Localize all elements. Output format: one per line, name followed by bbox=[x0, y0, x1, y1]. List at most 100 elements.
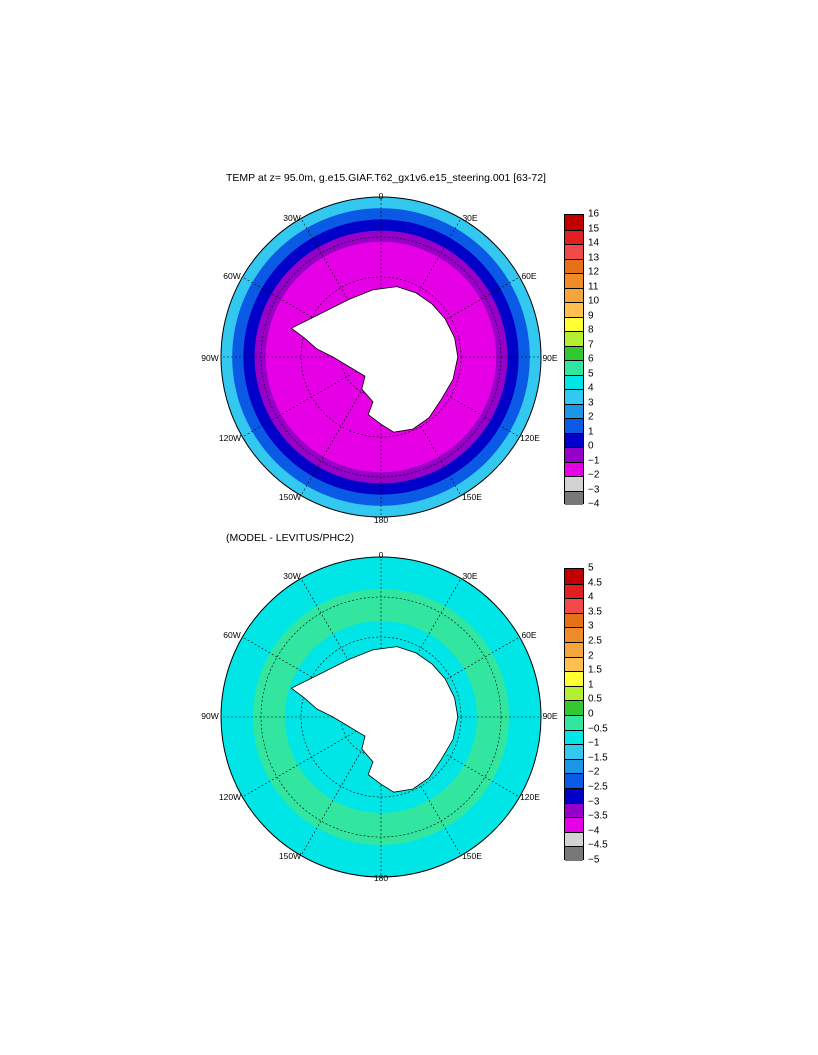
meridian-line bbox=[380, 716, 520, 798]
meridian-line bbox=[300, 578, 382, 718]
colorbar-cell bbox=[565, 490, 583, 505]
colorbar-tick-label: 4 bbox=[588, 382, 594, 394]
antarctica-landmass bbox=[290, 286, 459, 433]
colorbar-cell bbox=[565, 569, 583, 584]
panel1-lon-label-150e: 150E bbox=[462, 492, 482, 502]
colorbar-cell bbox=[565, 817, 583, 832]
colorbar-cell bbox=[565, 642, 583, 657]
panel1-lon-label-60w: 60W bbox=[223, 271, 241, 281]
panel2-polar-map bbox=[216, 552, 546, 882]
colorbar-cell bbox=[565, 389, 583, 404]
colorbar-cell bbox=[565, 671, 583, 686]
colorbar-cell bbox=[565, 244, 583, 259]
antarctica-landmass bbox=[290, 646, 459, 793]
panel1-lon-label-30w: 30W bbox=[283, 213, 301, 223]
panel2-lon-label-120e: 120E bbox=[520, 792, 540, 802]
meridian-line bbox=[380, 276, 520, 358]
map-border bbox=[220, 196, 542, 518]
colorbar-cell bbox=[565, 744, 583, 759]
colorbar-tick-label: 4.5 bbox=[588, 577, 602, 589]
colorbar-tick-label: −2 bbox=[588, 469, 600, 481]
panel1-lon-label-90e: 90E bbox=[542, 353, 558, 363]
colorbar-cell bbox=[565, 758, 583, 774]
colorbar-cell bbox=[565, 215, 583, 230]
colorbar-tick-label: 1 bbox=[588, 426, 594, 437]
panel1-lon-label-180: 180 bbox=[373, 515, 389, 525]
panel2-lon-label-60w: 60W bbox=[223, 630, 241, 640]
panel2-lon-label-60e: 60E bbox=[521, 630, 537, 640]
meridian-line bbox=[242, 356, 382, 438]
colorbar-tick-label: −2 bbox=[588, 766, 600, 778]
panel1-lon-label-120e: 120E bbox=[520, 433, 540, 443]
colorbar-cell bbox=[565, 273, 583, 288]
colorbar-tick-label: 5 bbox=[588, 368, 594, 379]
colorbar-tick-label: 2 bbox=[588, 650, 594, 662]
colorbar-tick-label: 12 bbox=[588, 266, 600, 278]
colorbar-tick-label: 8 bbox=[588, 324, 594, 336]
panel1-lon-label-60e: 60E bbox=[521, 271, 537, 281]
colorbar-cell bbox=[565, 403, 583, 418]
colorbar-tick-label: 1.5 bbox=[588, 664, 602, 676]
meridian-line bbox=[300, 356, 382, 496]
colorbar-tick-label: 7 bbox=[588, 339, 594, 350]
meridian-line bbox=[242, 716, 382, 798]
colorbar-cell bbox=[565, 685, 583, 701]
panel2-lon-label-150w: 150W bbox=[278, 851, 302, 861]
colorbar-tick-label: −0.5 bbox=[588, 723, 608, 735]
panel2-lon-label-90w: 90W bbox=[201, 711, 219, 721]
colorbar-tick-label: 10 bbox=[588, 295, 600, 307]
colorbar-cell bbox=[565, 846, 583, 861]
colorbar-cell bbox=[565, 229, 583, 244]
panel2-lon-label-0: 0 bbox=[378, 550, 384, 560]
colorbar-tick-label: −1 bbox=[588, 737, 600, 749]
colorbar-cell bbox=[565, 461, 583, 476]
colorbar-tick-label: 3 bbox=[588, 620, 594, 632]
colorbar-cell bbox=[565, 447, 583, 462]
colorbar-cell bbox=[565, 831, 583, 847]
colorbar-tick-label: 0 bbox=[588, 440, 594, 452]
colorbar-tick-label: 4 bbox=[588, 591, 594, 603]
colorbar-cell bbox=[565, 612, 583, 628]
colorbar-cell bbox=[565, 316, 583, 331]
colorbar-tick-label: 15 bbox=[588, 223, 600, 234]
meridian-line bbox=[380, 636, 520, 718]
colorbar-tick-label: −2.5 bbox=[588, 781, 608, 793]
colorbar-cell bbox=[565, 627, 583, 642]
panel2-lon-label-30w: 30W bbox=[283, 571, 301, 581]
meridian-line bbox=[380, 356, 520, 438]
colorbar-tick-label: 5 bbox=[588, 562, 594, 574]
colorbar-cell bbox=[565, 302, 583, 317]
colorbar-tick-label: 11 bbox=[588, 281, 599, 292]
meridian-line bbox=[380, 716, 462, 856]
meridian-line bbox=[242, 276, 382, 358]
colorbar-cell bbox=[565, 258, 583, 273]
colorbar-tick-label: 3 bbox=[588, 397, 594, 408]
colorbar-tick-label: 13 bbox=[588, 252, 600, 263]
colorbar-tick-label: −3 bbox=[588, 796, 600, 808]
colorbar-tick-label: 0 bbox=[588, 708, 594, 720]
colorbar-cell bbox=[565, 331, 583, 346]
panel1-lon-label-120w: 120W bbox=[218, 433, 242, 443]
colorbar-cell bbox=[565, 374, 583, 389]
colorbar-cell bbox=[565, 715, 583, 730]
colorbar-cell bbox=[565, 418, 583, 433]
meridian-line bbox=[242, 636, 382, 718]
colorbar-tick-label: 0.5 bbox=[588, 693, 602, 705]
colorbar-cell bbox=[565, 583, 583, 599]
meridian-line bbox=[380, 578, 462, 718]
colorbar-cell bbox=[565, 432, 583, 447]
colorbar-tick-label: −4 bbox=[588, 825, 600, 837]
map-border bbox=[220, 556, 542, 878]
panel1-lon-label-90w: 90W bbox=[201, 353, 219, 363]
colorbar-tick-label: −3 bbox=[588, 484, 600, 495]
colorbar-tick-label: 6 bbox=[588, 353, 594, 365]
panel1-title: TEMP at z= 95.0m, g.e15.GIAF.T62_gx1v6.e… bbox=[226, 172, 546, 184]
colorbar-cell bbox=[565, 802, 583, 818]
colorbar-tick-label: 9 bbox=[588, 310, 594, 321]
panel2-lon-label-120w: 120W bbox=[218, 792, 242, 802]
colorbar-tick-label: −1 bbox=[588, 455, 600, 466]
meridian-line bbox=[300, 716, 382, 856]
colorbar-tick-label: −1.5 bbox=[588, 752, 608, 764]
panel2-lon-label-30e: 30E bbox=[462, 571, 478, 581]
panel2-title: (MODEL - LEVITUS/PHC2) bbox=[226, 532, 354, 544]
